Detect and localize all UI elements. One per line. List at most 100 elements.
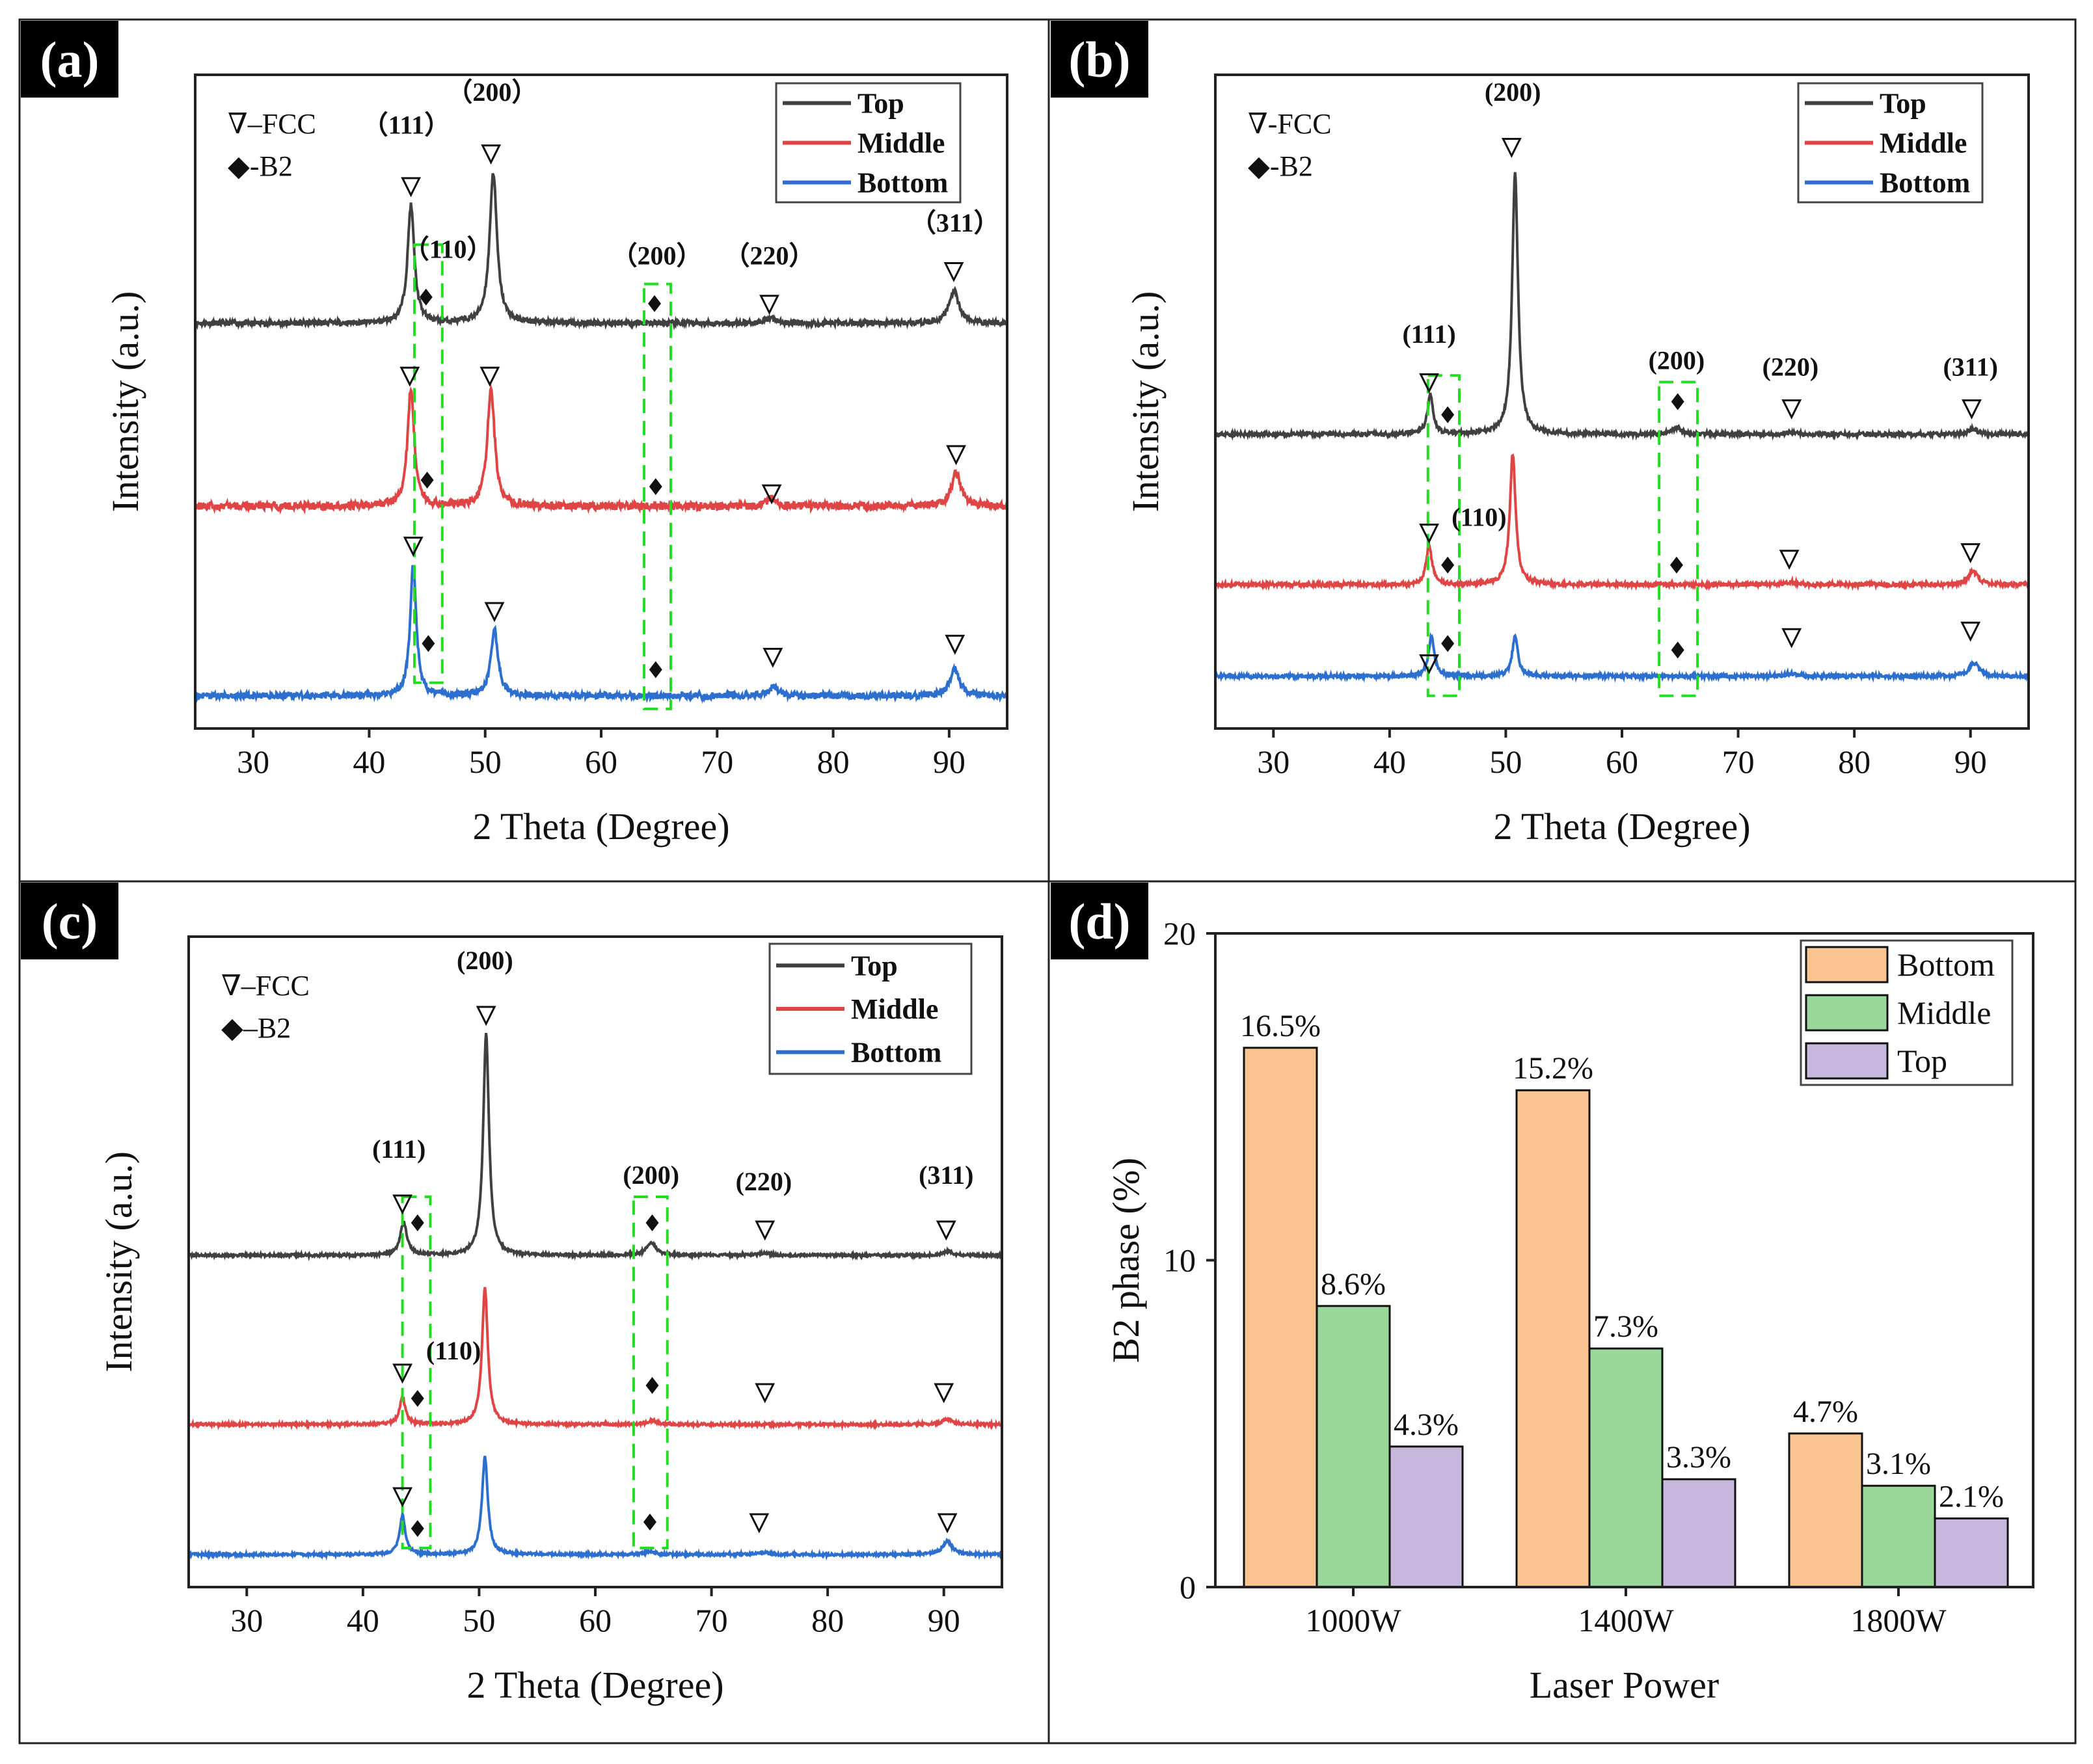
fcc-marker [399,366,420,387]
b2-region-box [632,1196,669,1549]
panel-a: 30 40 50 60 70 80 90 2 Theta (Degree) Intensity … [104,74,1008,848]
y-axis-title: B2 phase (%) [1105,1158,1147,1363]
bar-bottom-1000W [1243,1047,1318,1588]
fcc-marker [1962,399,1982,420]
legend-swatch-top [1805,1042,1889,1080]
series-line-top [194,172,1008,331]
fcc-marker [943,262,964,282]
series-line-bottom [187,1455,1003,1561]
x-axis-title: 2 Theta (Degree) [1493,805,1750,848]
peak-label: (311) [919,1160,973,1190]
x-tick-label: 90 [1954,743,1987,780]
b2-region-box [1426,374,1461,697]
x-tick-label: 90 [933,743,965,780]
peak-label: （200） [446,77,537,107]
bar-value-label: 4.7% [1793,1395,1858,1429]
x-axis-title: 2 Theta (Degree) [472,805,729,848]
fcc-marker [759,295,779,315]
b2-region-box [412,243,444,684]
fcc-marker [755,1220,776,1241]
y-tick-label: 0 [1180,1569,1196,1605]
phase-legend-fcc: ∇–FCC [221,970,310,1002]
fcc-marker [1501,138,1522,158]
x-tick-label: 80 [1838,743,1870,780]
panel-d-label-bg [1051,883,1148,959]
peak-label: (111) [372,1134,425,1164]
fcc-marker [484,602,505,622]
peak-label: (110) [426,1336,481,1365]
bar-top-1400W [1661,1478,1736,1588]
b2-marker [411,1520,424,1537]
x-tick-label: 50 [1489,743,1522,780]
peak-label: （110） [403,234,493,263]
bar-bottom-1800W [1788,1432,1863,1588]
fcc-marker [755,1383,776,1404]
bar-middle-1000W [1316,1305,1391,1588]
fcc-marker [946,445,966,466]
series-line-bottom [1214,632,2030,683]
fcc-marker [1419,373,1439,394]
b2-marker [1441,556,1455,574]
x-tick-label: 50 [463,1602,495,1638]
phase-legend-fcc: ∇-FCC [1248,108,1332,140]
y-axis-title: Intensity (a.u.) [1124,291,1167,513]
panel-b-label: (b) [1068,31,1130,88]
b2-marker [1441,635,1455,652]
fcc-marker [1419,654,1439,675]
legend-label-top: Top [851,950,898,982]
x-axis-title: Laser Power [1530,1664,1720,1706]
b2-marker [420,472,434,489]
x-tick-label: 1000W [1305,1602,1401,1638]
peak-label: (200) [623,1160,679,1190]
legend-label-middle: Middle [851,993,938,1025]
x-tick-label: 70 [695,1602,728,1638]
fcc-marker [937,1513,958,1534]
bar-middle-1400W [1588,1347,1664,1588]
x-tick-label: 80 [817,743,850,780]
peak-label: （200） [612,241,703,270]
fcc-marker [1960,543,1981,564]
phase-legend-b2: ◆-B2 [1248,150,1313,182]
legend-label-top: Top [857,88,904,120]
x-tick-label: 60 [1606,743,1638,780]
fcc-marker [1781,399,1802,420]
legend-label-top: Top [1897,1043,1947,1079]
b2-marker [643,1514,656,1530]
b2-marker [1671,393,1684,410]
bar-bottom-1400W [1515,1089,1591,1588]
peak-label: (110) [1452,502,1506,531]
panel-a-label: (a) [40,31,100,88]
peak-label: (200) [1485,77,1541,107]
b2-marker [1669,556,1683,574]
series-line-middle [194,384,1008,515]
series-line-middle [1214,453,2030,591]
legend-swatch-bottom [1805,946,1889,983]
fcc-marker [476,1006,496,1026]
b2-marker [649,478,662,496]
x-tick-label: 40 [1373,743,1406,780]
phase-legend-b2: ◆-B2 [228,150,293,182]
panel-c: 30 40 50 60 70 80 90 2 Theta (Degree) Intensity … [98,935,1003,1706]
b2-marker [649,661,662,678]
peak-label: (220) [736,1167,792,1196]
b2-marker [411,1390,424,1407]
panel-b-label-bg [1051,21,1148,98]
series-line-middle [187,1287,1003,1431]
x-tick-label: 40 [347,1602,379,1638]
series-line-bottom [194,565,1008,704]
fcc-marker [945,634,965,655]
fcc-marker [401,177,422,198]
x-axis-title: 2 Theta (Degree) [466,1664,723,1706]
fcc-marker [1781,628,1802,648]
x-tick-label: 70 [701,743,733,780]
bar-value-label: 7.3% [1593,1309,1658,1344]
bar-value-label: 2.1% [1939,1479,2004,1514]
panel-c-label: (c) [42,893,98,950]
bar-top-1000W [1388,1445,1464,1588]
legend-label-bottom: Bottom [851,1037,941,1069]
peak-label: (200) [457,946,513,975]
b2-marker [411,1214,424,1231]
series-line-top [1215,172,2030,441]
legend-label-middle: Middle [1897,995,1991,1031]
